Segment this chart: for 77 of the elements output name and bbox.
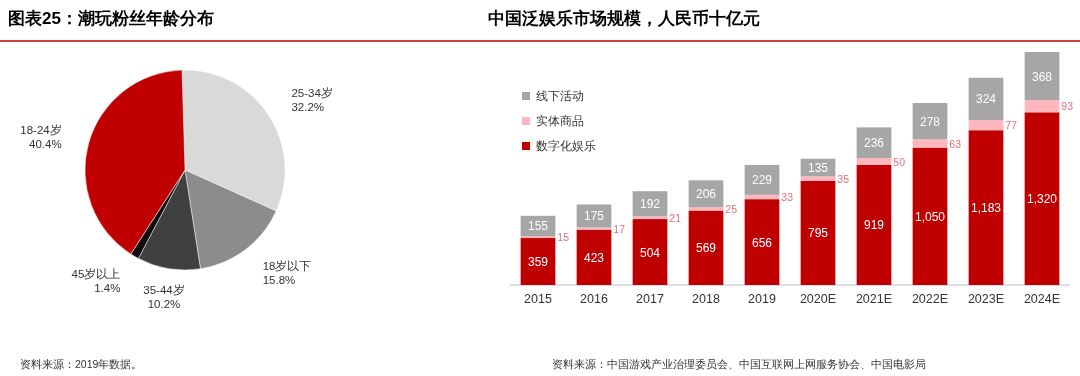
slice-label: 35-44岁 (143, 284, 185, 297)
data-label: 504 (639, 245, 661, 260)
data-label: 40.4% (29, 137, 62, 150)
bar (912, 139, 948, 148)
slice-label: 25-34岁 (291, 86, 333, 99)
x-tick-label: 2017 (636, 292, 664, 306)
legend-label: 线下活动 (536, 89, 584, 103)
x-tick-label: 2016 (580, 292, 608, 306)
bar (744, 199, 780, 285)
data-label: 192 (639, 197, 661, 212)
chart-title: 中国泛娱乐市场规模，人民币十亿元 (488, 9, 760, 28)
x-tick-label: 2022E (911, 292, 949, 306)
data-label: 1,050 (914, 209, 946, 224)
data-label: 1,183 (970, 201, 1002, 216)
slice-label: 45岁以上 (71, 268, 121, 281)
bar (632, 216, 668, 220)
data-label: 25 (725, 202, 738, 215)
data-label: 32.2% (291, 100, 325, 113)
bar (520, 238, 556, 285)
bar (800, 176, 836, 181)
data-label: 155 (527, 219, 549, 234)
bar (856, 164, 892, 285)
bar (576, 227, 612, 230)
data-label: 17 (613, 222, 626, 235)
data-label: 206 (695, 187, 717, 202)
text: 资料来源：中国游戏产业治理委员会、中国互联网上网服务协会、中国电影局 (552, 358, 926, 370)
data-label: 795 (807, 226, 829, 241)
slice-label: 18-24岁 (20, 123, 62, 136)
text: 资料来源：2019年数据。 (20, 358, 143, 370)
data-label: 236 (863, 136, 885, 151)
bar (1024, 112, 1060, 285)
data-label: 135 (807, 161, 829, 176)
x-tick-label: 2018 (692, 292, 720, 306)
bar (744, 194, 780, 200)
bar (688, 210, 724, 285)
bar (912, 147, 948, 285)
x-tick-label: 2015 (524, 292, 552, 306)
data-label: 21 (669, 211, 682, 224)
bar (856, 158, 892, 165)
data-label: 1,320 (1026, 192, 1058, 207)
data-label: 63 (949, 137, 962, 150)
legend-label: 数字化娱乐 (536, 139, 596, 153)
legend-label: 实体商品 (536, 114, 584, 128)
data-label: 919 (863, 218, 885, 233)
x-tick-label: 2024E (1023, 292, 1061, 306)
data-label: 229 (751, 173, 773, 188)
data-label: 15.8% (262, 273, 296, 286)
data-label: 175 (583, 209, 605, 224)
data-label: 656 (751, 235, 773, 250)
data-label: 77 (1005, 119, 1018, 132)
bar (1024, 100, 1060, 113)
x-tick-label: 2023E (967, 292, 1005, 306)
data-label: 278 (919, 114, 941, 129)
x-tick-label: 2021E (855, 292, 893, 306)
bar (1024, 52, 1060, 101)
x-tick-label: 2019 (748, 292, 776, 306)
bar (968, 130, 1004, 285)
bar (688, 207, 724, 211)
data-label: 33 (781, 191, 794, 204)
data-label: 423 (583, 250, 605, 265)
data-label: 359 (527, 255, 549, 270)
data-label: 15 (557, 231, 570, 244)
bar (800, 180, 836, 285)
bar (968, 120, 1004, 131)
bar (632, 219, 668, 285)
data-label: 368 (1031, 69, 1053, 84)
x-tick-label: 2020E (799, 292, 837, 306)
slice-label: 18岁以下 (262, 259, 312, 272)
data-label: 10.2% (147, 298, 181, 311)
bar (576, 229, 612, 285)
data-label: 1.4% (94, 282, 121, 295)
data-label: 35 (837, 172, 850, 185)
data-label: 569 (695, 241, 717, 256)
data-label: 93 (1061, 100, 1074, 113)
data-label: 324 (975, 92, 997, 107)
chart-title: 图表25：潮玩粉丝年龄分布 (8, 9, 214, 28)
data-label: 50 (893, 155, 906, 168)
